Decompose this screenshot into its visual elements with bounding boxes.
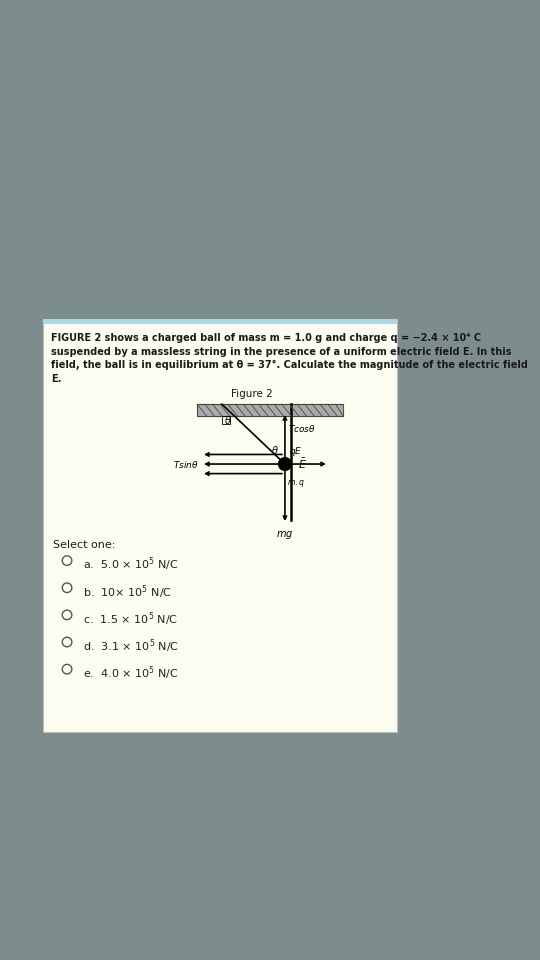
Text: field, the ball is in equilibrium at θ = 37°. Calculate the magnitude of the ele: field, the ball is in equilibrium at θ =… [51, 360, 528, 371]
Text: $qE$: $qE$ [289, 444, 302, 458]
Circle shape [279, 458, 291, 470]
Bar [222, 416, 230, 424]
Text: d.  3.1 $\times$ 10$^5$ N/C: d. 3.1 $\times$ 10$^5$ N/C [83, 637, 179, 655]
Text: Select one:: Select one: [53, 540, 115, 550]
Bar [197, 404, 343, 416]
Text: e.  4.0 $\times$ 10$^5$ N/C: e. 4.0 $\times$ 10$^5$ N/C [83, 664, 179, 682]
Text: FIGURE 2 shows a charged ball of mass m = 1.0 g and charge q = −2.4 × 10⁴ C: FIGURE 2 shows a charged ball of mass m … [51, 333, 481, 343]
Text: b.  10$\times$ 10$^5$ N/C: b. 10$\times$ 10$^5$ N/C [83, 583, 172, 601]
Text: $Tcos\theta$: $Tcos\theta$ [288, 422, 316, 434]
Text: $\bar{E}$: $\bar{E}$ [298, 457, 307, 471]
Text: $\theta$: $\theta$ [272, 444, 279, 456]
Text: suspended by a massless string in the presence of a uniform electric field E. In: suspended by a massless string in the pr… [51, 347, 511, 357]
Text: $mg$: $mg$ [276, 530, 294, 541]
Bar [43, 319, 397, 732]
Text: Figure 2: Figure 2 [231, 389, 272, 398]
Bar [43, 319, 397, 324]
Text: a.  5.0 $\times$ 10$^5$ N/C: a. 5.0 $\times$ 10$^5$ N/C [83, 556, 179, 573]
Text: $Tsin\theta$: $Tsin\theta$ [173, 459, 199, 469]
Text: c.  1.5 $\times$ 10$^5$ N/C: c. 1.5 $\times$ 10$^5$ N/C [83, 611, 178, 628]
Text: $\theta$: $\theta$ [225, 414, 232, 426]
Text: E.: E. [51, 373, 62, 384]
Text: $m.q$: $m.q$ [287, 478, 305, 490]
